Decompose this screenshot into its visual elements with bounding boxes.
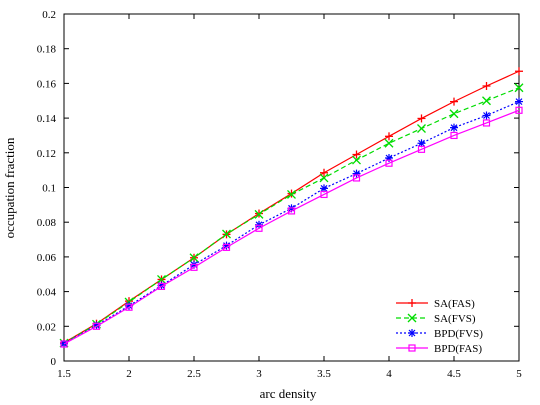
data-point bbox=[352, 155, 361, 165]
legend-entry: BPD(FVS) bbox=[396, 328, 483, 340]
data-point bbox=[482, 111, 491, 120]
data-point bbox=[515, 97, 523, 106]
legend-label: BPD(FAS) bbox=[434, 343, 482, 355]
x-tick-label: 3 bbox=[256, 368, 262, 380]
x-tick-label: 3.5 bbox=[317, 368, 331, 380]
data-point bbox=[352, 150, 361, 159]
data-point bbox=[222, 229, 231, 239]
data-point bbox=[450, 123, 458, 132]
data-point bbox=[352, 169, 361, 178]
series-line bbox=[63, 87, 520, 344]
y-tick-label: 0.2 bbox=[42, 9, 56, 21]
y-tick-label: 0.1 bbox=[42, 183, 56, 195]
data-point bbox=[417, 114, 426, 123]
data-point bbox=[222, 243, 231, 251]
series-BPD(FAS) bbox=[60, 106, 523, 348]
x-tick-label: 1.5 bbox=[57, 368, 71, 380]
legend-label: BPD(FVS) bbox=[434, 328, 483, 340]
data-point bbox=[450, 131, 458, 140]
y-tick-label: 0.18 bbox=[37, 44, 57, 56]
legend-entry: SA(FAS) bbox=[396, 298, 475, 310]
x-axis-label: arc density bbox=[260, 386, 317, 401]
series-layer bbox=[59, 67, 524, 348]
y-tick-label: 0.02 bbox=[37, 321, 56, 333]
data-point bbox=[514, 83, 524, 93]
y-tick-label: 0 bbox=[51, 356, 57, 368]
data-point bbox=[482, 82, 491, 91]
y-tick-label: 0.12 bbox=[37, 148, 56, 160]
legend-entry: BPD(FAS) bbox=[396, 343, 482, 355]
data-point bbox=[189, 253, 199, 263]
y-tick-labels: 0 0.02 0.04 0.06 0.08 0.1 0.12 0.14 0.16 0.18 0.2 bbox=[37, 9, 57, 368]
x-tick-labels: 1.5 2 2.5 3 3.5 4 4.5 5 bbox=[57, 368, 522, 380]
data-point bbox=[482, 96, 491, 106]
data-point bbox=[319, 173, 329, 183]
data-point bbox=[254, 209, 264, 219]
data-point bbox=[385, 132, 393, 141]
data-point bbox=[408, 344, 416, 352]
y-tick-label: 0.04 bbox=[37, 287, 57, 299]
data-point bbox=[287, 189, 296, 199]
data-point bbox=[384, 138, 394, 148]
x-tick-label: 4.5 bbox=[447, 368, 461, 380]
legend-label: SA(FAS) bbox=[434, 298, 475, 310]
data-point bbox=[255, 224, 263, 232]
data-point bbox=[320, 168, 328, 177]
data-point bbox=[92, 322, 101, 330]
x-tick-label: 5 bbox=[516, 368, 522, 380]
data-point bbox=[320, 184, 328, 193]
data-point bbox=[125, 303, 133, 311]
data-point bbox=[320, 190, 328, 199]
legend-label: SA(FVS) bbox=[434, 313, 476, 325]
data-point bbox=[287, 207, 296, 215]
series-line bbox=[63, 109, 520, 345]
data-point bbox=[482, 119, 491, 127]
data-point bbox=[515, 67, 523, 76]
data-point bbox=[417, 145, 426, 153]
x-tick-label: 2 bbox=[126, 368, 132, 380]
data-point bbox=[408, 329, 416, 337]
data-point bbox=[385, 159, 393, 167]
data-point bbox=[352, 174, 361, 182]
data-point bbox=[157, 282, 166, 290]
data-point bbox=[417, 124, 426, 133]
y-tick-label: 0.16 bbox=[37, 78, 57, 90]
legend: SA(FAS) SA(FVS) BPD(FVS) BPD(FAS) bbox=[396, 298, 483, 355]
x-tick-label: 4 bbox=[386, 368, 392, 380]
data-point bbox=[60, 340, 68, 348]
axis-ticks bbox=[63, 13, 520, 362]
y-tick-label: 0.14 bbox=[37, 113, 57, 125]
data-point bbox=[190, 263, 198, 271]
data-point bbox=[515, 106, 523, 114]
data-point bbox=[450, 97, 458, 106]
data-point bbox=[157, 274, 166, 284]
y-axis-label: occupation fraction bbox=[2, 137, 17, 238]
legend-entry: SA(FVS) bbox=[396, 313, 476, 325]
x-tick-label: 2.5 bbox=[187, 368, 201, 380]
data-point bbox=[408, 299, 416, 307]
data-point bbox=[407, 313, 417, 323]
y-tick-label: 0.06 bbox=[37, 252, 57, 264]
data-point bbox=[449, 109, 459, 119]
y-tick-label: 0.08 bbox=[37, 217, 57, 229]
